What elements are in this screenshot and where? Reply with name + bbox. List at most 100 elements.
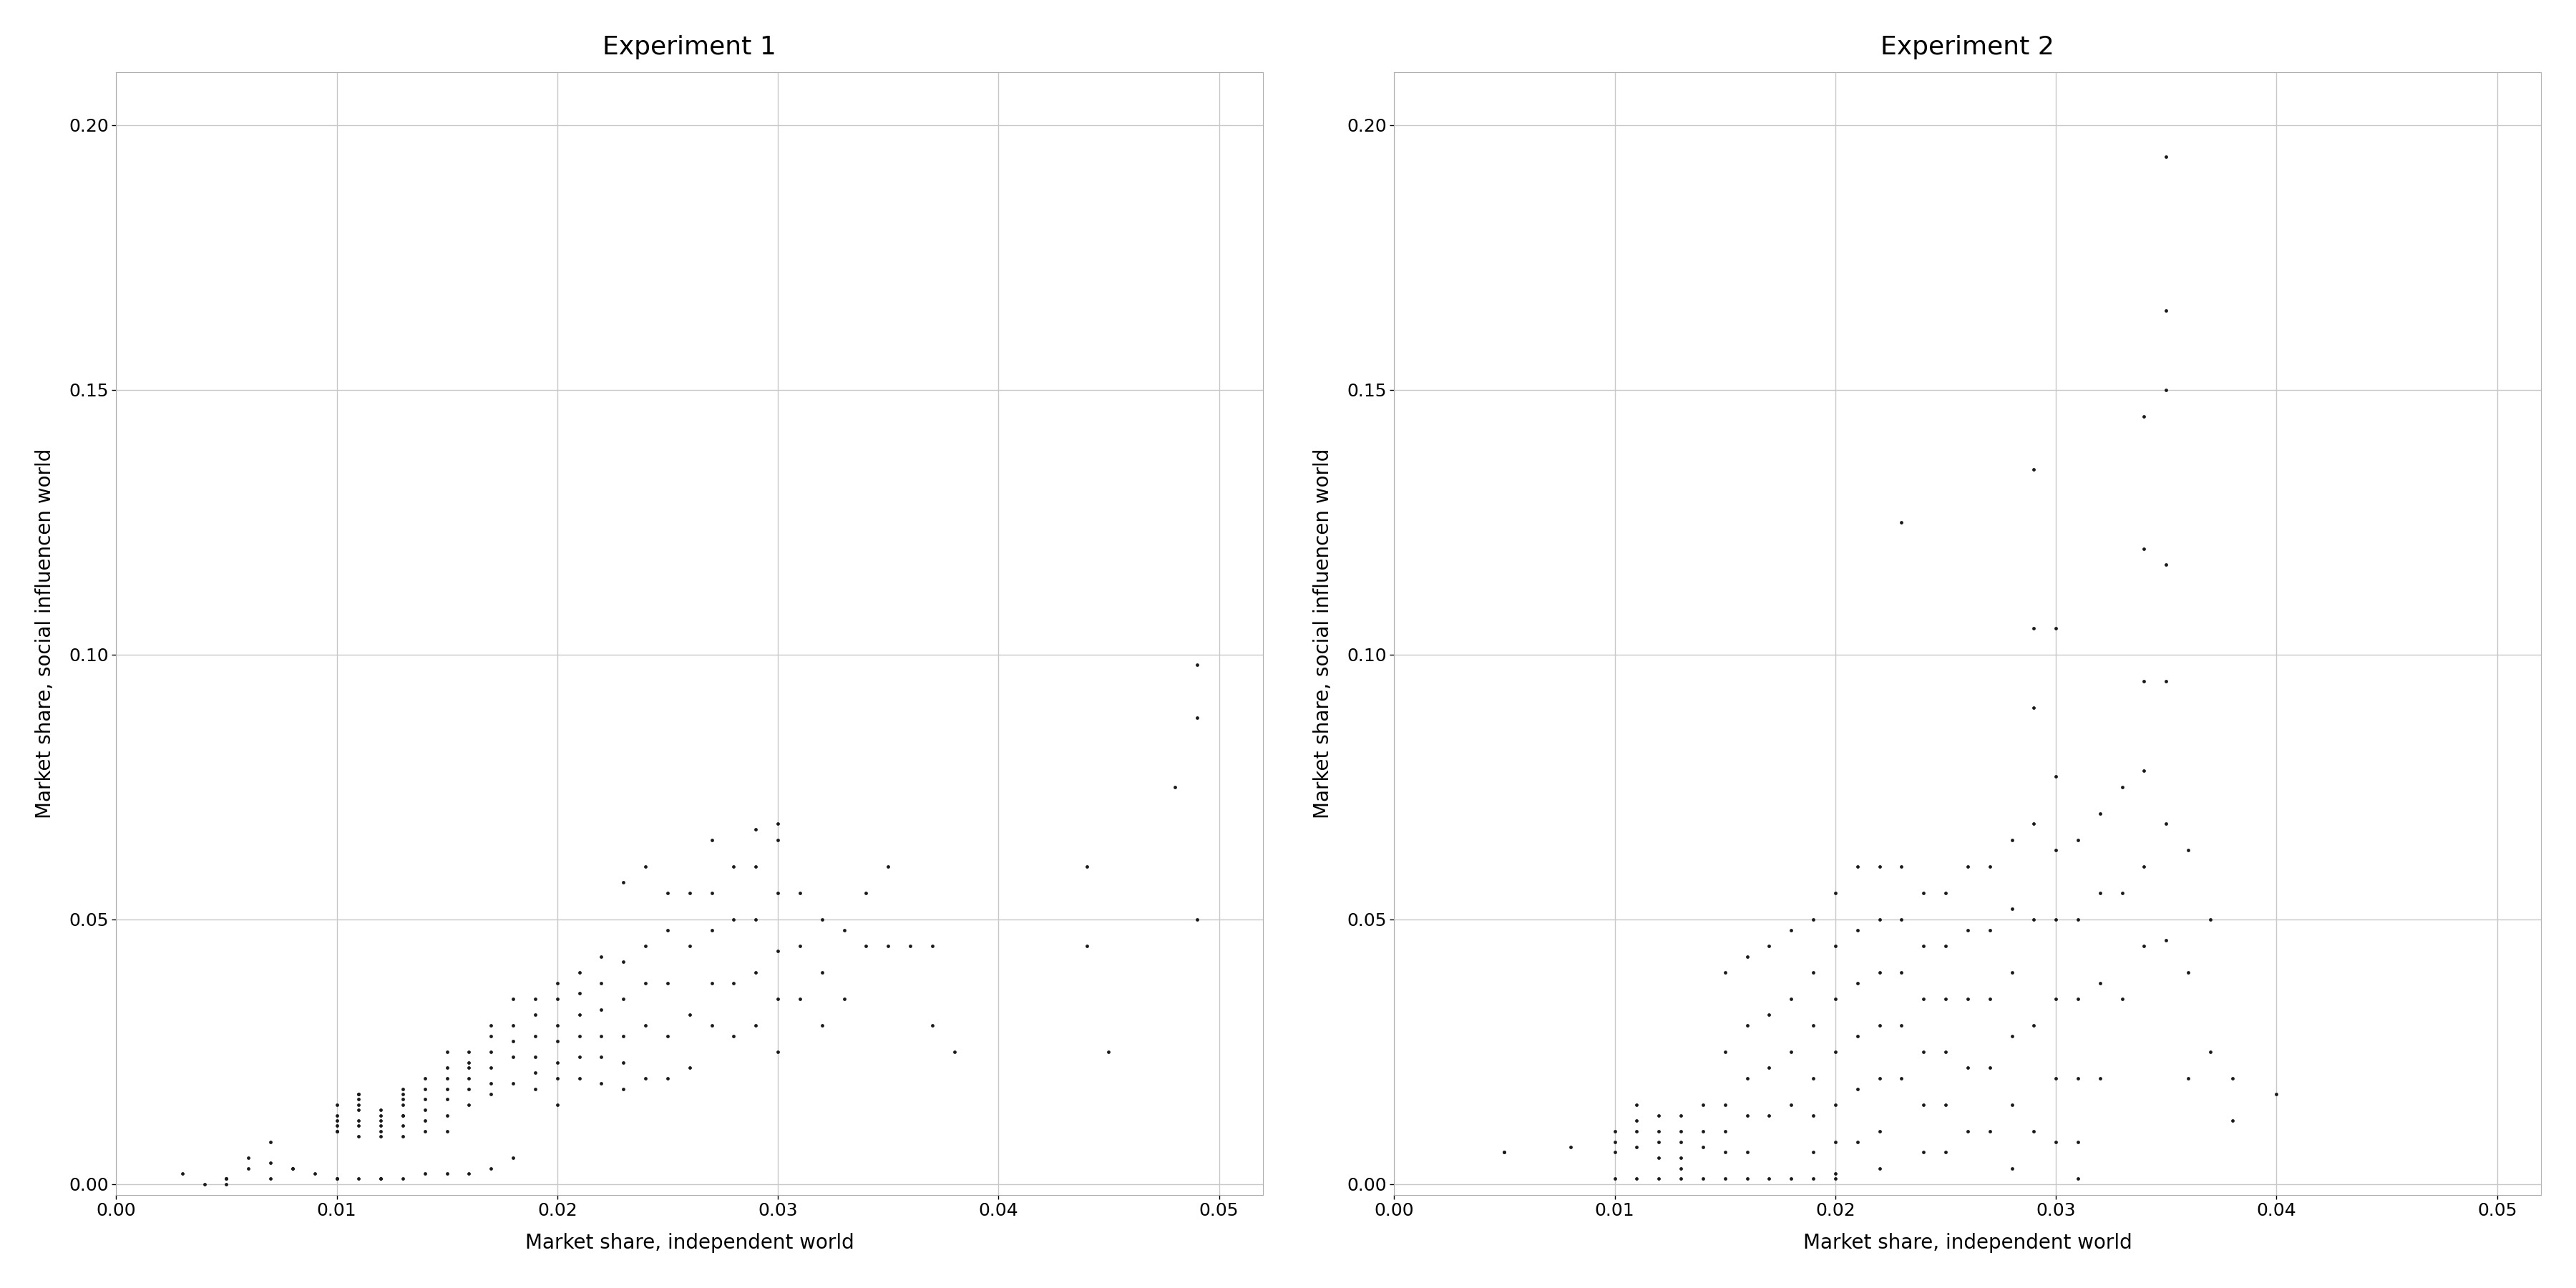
Point — [471, 1042, 513, 1063]
Point — [734, 909, 775, 930]
Point — [536, 972, 577, 993]
Point — [381, 1126, 422, 1146]
Point — [2014, 1121, 2056, 1141]
Point — [757, 829, 799, 850]
Point — [2146, 671, 2187, 692]
Point — [361, 1115, 402, 1136]
Point — [1924, 935, 1965, 956]
Point — [690, 882, 732, 903]
Point — [626, 935, 667, 956]
Point — [647, 1068, 688, 1088]
Point — [1638, 1105, 1680, 1126]
Point — [317, 1105, 358, 1126]
Point — [337, 1090, 379, 1110]
Point — [1968, 857, 2009, 877]
Point — [337, 1083, 379, 1104]
Point — [492, 1015, 533, 1036]
Point — [714, 857, 755, 877]
Point — [781, 988, 822, 1009]
Point — [1814, 1095, 1855, 1115]
Point — [1662, 1148, 1703, 1168]
Point — [492, 1073, 533, 1094]
Point — [1770, 1095, 1811, 1115]
Point — [337, 1126, 379, 1146]
Point — [1968, 988, 2009, 1009]
Point — [1904, 1042, 1945, 1063]
Point — [2213, 1110, 2254, 1131]
Point — [206, 1173, 247, 1194]
Point — [2146, 554, 2187, 574]
Point — [2035, 840, 2076, 860]
Point — [183, 1173, 224, 1194]
Point — [381, 1095, 422, 1115]
Point — [670, 1057, 711, 1078]
Point — [317, 1115, 358, 1136]
Point — [1638, 1168, 1680, 1189]
Point — [1904, 1142, 1945, 1163]
Point — [1087, 1042, 1128, 1063]
Point — [428, 1163, 469, 1184]
Point — [1991, 962, 2032, 983]
Point — [2058, 1068, 2099, 1088]
X-axis label: Market share, independent world: Market share, independent world — [526, 1233, 855, 1253]
Point — [1682, 1095, 1723, 1115]
Point — [1880, 857, 1922, 877]
Point — [2146, 380, 2187, 401]
Point — [2146, 147, 2187, 167]
Point — [1595, 1121, 1636, 1141]
Point — [1793, 1068, 1834, 1088]
Point — [1814, 935, 1855, 956]
Point — [471, 1158, 513, 1179]
Point — [1705, 1095, 1747, 1115]
Point — [1177, 707, 1218, 728]
Point — [1551, 1137, 1592, 1158]
Title: Experiment 1: Experiment 1 — [603, 35, 775, 59]
Point — [1749, 1057, 1790, 1078]
Point — [404, 1110, 446, 1131]
Point — [1947, 857, 1989, 877]
Point — [559, 983, 600, 1003]
Point — [2014, 459, 2056, 479]
Point — [337, 1095, 379, 1115]
Point — [670, 882, 711, 903]
Point — [536, 988, 577, 1009]
Point — [1705, 1121, 1747, 1141]
Point — [1682, 1168, 1723, 1189]
Point — [559, 1005, 600, 1025]
Point — [868, 935, 909, 956]
Point — [404, 1121, 446, 1141]
Point — [1880, 1015, 1922, 1036]
Point — [2190, 909, 2231, 930]
Y-axis label: Market share, social influencen world: Market share, social influencen world — [36, 448, 54, 818]
Point — [404, 1163, 446, 1184]
Point — [1924, 1042, 1965, 1063]
Point — [1814, 1168, 1855, 1189]
Point — [317, 1121, 358, 1141]
Point — [1814, 1163, 1855, 1184]
Point — [1682, 1121, 1723, 1141]
Point — [428, 1042, 469, 1063]
Point — [381, 1090, 422, 1110]
Point — [428, 1078, 469, 1099]
Point — [361, 1105, 402, 1126]
Point — [2035, 766, 2076, 787]
Point — [1947, 1057, 1989, 1078]
Point — [2213, 1068, 2254, 1088]
Point — [845, 882, 886, 903]
Point — [1860, 1015, 1901, 1036]
Point — [1638, 1121, 1680, 1141]
Point — [1770, 1168, 1811, 1189]
Point — [845, 935, 886, 956]
Point — [626, 972, 667, 993]
Point — [2058, 909, 2099, 930]
Point — [889, 935, 930, 956]
Point — [317, 1121, 358, 1141]
Point — [781, 935, 822, 956]
Point — [2123, 857, 2164, 877]
Point — [2190, 1042, 2231, 1063]
Point — [2102, 882, 2143, 903]
Point — [1793, 1142, 1834, 1163]
Point — [471, 1015, 513, 1036]
Point — [757, 1042, 799, 1063]
Point — [2123, 671, 2164, 692]
